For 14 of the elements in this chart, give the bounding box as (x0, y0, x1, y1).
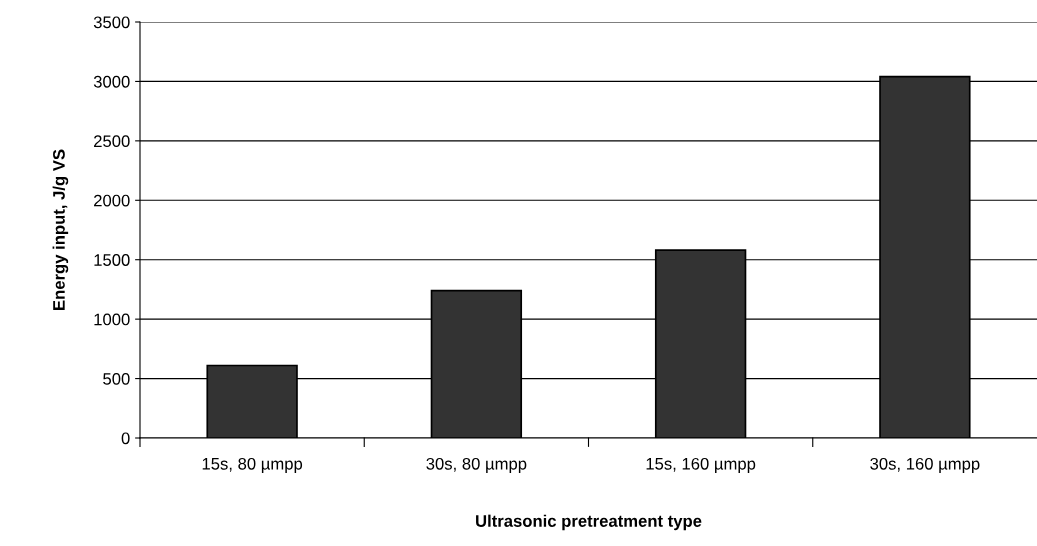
y-tick-label: 500 (103, 372, 130, 385)
y-tick-label: 2000 (94, 194, 130, 207)
x-tick-label: 15s, 80 µmpp (202, 457, 303, 473)
y-tick-label: 3500 (93, 16, 130, 29)
y-tick-label: 0 (121, 432, 130, 445)
x-axis-title: Ultrasonic pretreatment type (476, 514, 702, 531)
y-tick-label: 1000 (94, 313, 130, 326)
y-tick-label: 3000 (93, 75, 130, 88)
y-tick-label: 2500 (94, 135, 130, 148)
y-tick-label: 1500 (94, 254, 130, 266)
x-tick-label: 15s, 160 µmpp (646, 457, 756, 473)
y-axis-title: Energy input, J/g VS (52, 149, 69, 310)
x-tick-label: 30s, 160 µmpp (870, 457, 980, 473)
x-tick-label: 30s, 80 µmpp (426, 457, 527, 473)
